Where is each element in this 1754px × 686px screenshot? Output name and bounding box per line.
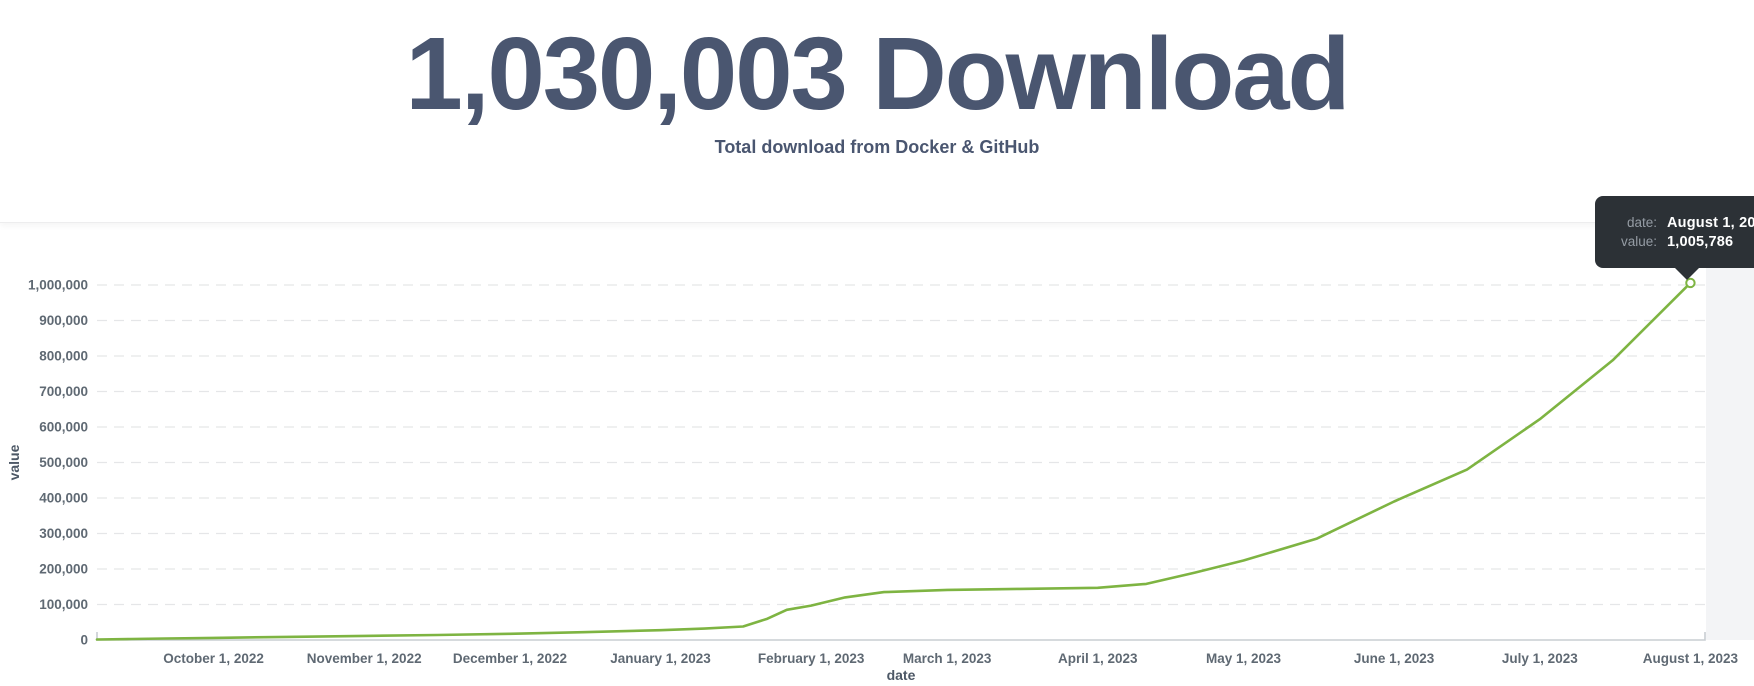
- y-tick-label: 700,000: [39, 384, 88, 399]
- x-tick-label: March 1, 2023: [903, 651, 992, 666]
- downloads-line: [95, 281, 1692, 641]
- x-tick-label: January 1, 2023: [610, 651, 711, 666]
- tooltip-value-row: value: 1,005,786: [1595, 234, 1754, 250]
- chart-header: 1,030,003 Download Total download from D…: [0, 0, 1754, 223]
- x-tick-label: May 1, 2023: [1206, 651, 1282, 666]
- y-tick-label: 900,000: [39, 313, 88, 328]
- tooltip-date-value: August 1, 2023: [1667, 214, 1754, 231]
- y-tick-label: 300,000: [39, 526, 88, 541]
- x-tick-label: August 1, 2023: [1643, 651, 1739, 666]
- tooltip-value-value: 1,005,786: [1667, 233, 1734, 250]
- tooltip-value-label: value:: [1620, 233, 1657, 249]
- y-tick-label: 500,000: [39, 455, 88, 470]
- x-tick-label: April 1, 2023: [1058, 651, 1138, 666]
- tooltip: date: August 1, 2023 value: 1,005,786: [1595, 196, 1754, 280]
- x-tick-label: July 1, 2023: [1502, 651, 1578, 666]
- highlight-point-marker: [1685, 277, 1696, 289]
- y-tick-label: 600,000: [39, 420, 88, 435]
- y-tick-label: 100,000: [39, 597, 88, 612]
- y-tick-label: 400,000: [39, 491, 88, 506]
- tooltip-date-row: date: August 1, 2023: [1595, 215, 1754, 231]
- x-tick-label: June 1, 2023: [1354, 651, 1435, 666]
- y-tick-label: 200,000: [39, 562, 88, 577]
- x-tick-label: December 1, 2022: [453, 651, 567, 666]
- tooltip-arrow-icon: [1674, 267, 1700, 280]
- y-tick-label: 0: [80, 633, 88, 648]
- x-axis-title: date: [887, 667, 916, 683]
- page-background-strip: [1706, 223, 1754, 640]
- chart-area: 0 100,000 200,000 300,000 400,000 500,000 600,…: [0, 223, 1754, 686]
- x-tick-label: November 1, 2022: [307, 651, 422, 666]
- downloads-line-chart[interactable]: 0 100,000 200,000 300,000 400,000 500,000 600,…: [0, 223, 1754, 686]
- x-axis-line: [96, 632, 1706, 641]
- x-tick-label: February 1, 2023: [758, 651, 865, 666]
- x-tick-label: October 1, 2022: [163, 651, 264, 666]
- y-tick-label: 1,000,000: [28, 278, 88, 293]
- y-tick-label: 800,000: [39, 349, 88, 364]
- y-axis-title: value: [6, 444, 22, 480]
- chart-subtitle: Total download from Docker & GitHub: [714, 137, 1040, 158]
- tooltip-date-label: date:: [1626, 214, 1657, 230]
- chart-title: 1,030,003 Download: [405, 16, 1351, 131]
